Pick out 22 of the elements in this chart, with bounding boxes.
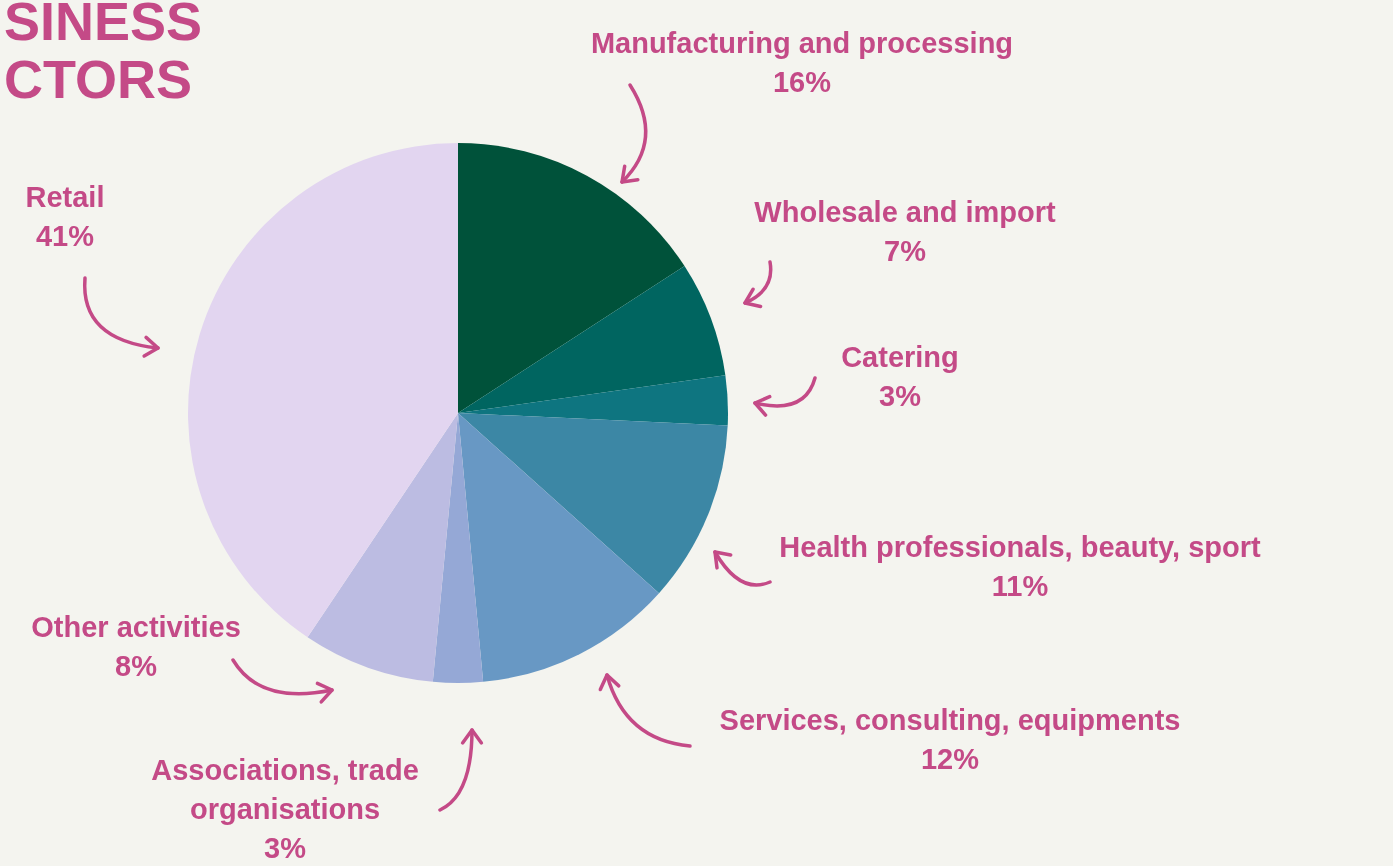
slice-label: Manufacturing and processing xyxy=(590,27,1014,59)
pie-slice xyxy=(458,413,660,682)
data-label: 3% xyxy=(264,832,307,864)
slice-label: Wholesale and import xyxy=(754,196,1056,228)
data-label: 12% xyxy=(920,743,980,775)
slice-label: Other activities xyxy=(31,611,241,643)
data-label: 8% xyxy=(115,650,158,682)
pie-slice xyxy=(307,413,458,682)
slice-label: Health professionals, beauty, sport xyxy=(779,531,1261,563)
chart-title: SINESS CTORS xyxy=(4,0,203,109)
slice-label: Services, consulting, equipments xyxy=(719,704,1181,736)
slice-label: Catering xyxy=(841,341,959,373)
pie-slice xyxy=(458,266,726,413)
pie-slice xyxy=(458,143,685,413)
data-label: 7% xyxy=(884,235,927,267)
slice-label: Retail xyxy=(25,181,105,213)
data-label: 41% xyxy=(35,220,95,252)
data-label: 3% xyxy=(879,380,922,412)
data-label: 11% xyxy=(991,570,1049,602)
pie-slice xyxy=(458,413,728,594)
data-label: 16% xyxy=(772,66,832,98)
slice-label: Associations, trade organisations xyxy=(151,754,419,825)
